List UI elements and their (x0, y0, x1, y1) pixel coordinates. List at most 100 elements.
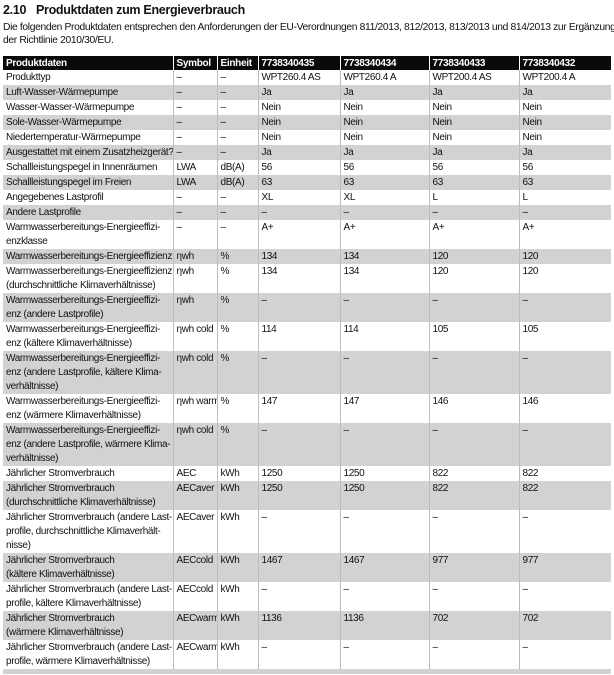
symbol-cell: AECcold (172, 582, 217, 611)
value-cell: 120 (518, 264, 611, 293)
value-cell: Nein (518, 100, 611, 115)
row-label-cell: Warmwasserbereitungs-Energieeffizi- enzk… (6, 222, 160, 247)
symbol-cell: ηwh (172, 249, 217, 264)
value-cell: A+ (339, 220, 429, 249)
value-cell: Ja (428, 85, 519, 100)
value-cell: – (428, 510, 519, 553)
value-cell: – (257, 293, 340, 322)
section-number: 2.10 (3, 3, 27, 17)
column-header-3: Einheit (216, 56, 258, 70)
row-label-cell: Warmwasserbereitungs-Energieeffizienz (3, 249, 173, 264)
value-cell: – (339, 582, 429, 611)
unit-cell: kWh (216, 481, 258, 510)
row-label-cell: Produkttyp (6, 72, 51, 83)
symbol-cell: ηwh (172, 264, 217, 293)
unit-cell: % (216, 293, 258, 322)
value-cell: Ja (518, 85, 611, 100)
row-label-cell: Schallleistungspegel im Freien (3, 175, 173, 190)
column-header-2: Symbol (172, 56, 217, 70)
value-cell: 822 (518, 481, 611, 510)
symbol-cell: LWA (172, 175, 217, 190)
value-cell: 114 (339, 322, 429, 351)
row-label-cell: Warmwasserbereitungs-Energieeffizi- enz … (3, 351, 173, 394)
value-cell: Nein (339, 115, 429, 130)
unit-cell: – (216, 130, 258, 145)
symbol-cell: – (172, 220, 217, 249)
symbol-cell: AECaver (172, 481, 217, 510)
table-row: Warmwasserbereitungs-Energieeffizi- enz … (3, 293, 611, 322)
row-label-cell: Jährlicher Stromverbrauch (6, 468, 115, 479)
table-row: Warmwasserbereitungs-Energieeffizienz ηwh… (3, 249, 611, 264)
value-cell: Nein (428, 115, 519, 130)
symbol-cell: ηwh (172, 293, 217, 322)
value-cell: – (257, 640, 340, 669)
value-cell: Nein (339, 130, 429, 145)
table-row: Warmwasserbereitungs-Energieeffizi- enzk… (3, 220, 611, 249)
value-cell: – (257, 423, 340, 466)
value-cell: 147 (257, 394, 340, 423)
value-cell: – (339, 510, 429, 553)
value-cell: – (339, 640, 429, 669)
symbol-cell: – (172, 115, 217, 130)
value-cell: L (428, 190, 519, 205)
row-label-cell: Jährlicher Stromverbrauch (andere Last- … (6, 512, 172, 551)
unit-cell: – (216, 115, 258, 130)
value-cell: 134 (339, 264, 429, 293)
table-row: Warmwasserbereitungs-Energieeffizi- enz … (3, 423, 611, 466)
value-cell: 146 (518, 394, 611, 423)
value-cell: Nein (257, 100, 340, 115)
value-cell: 1467 (339, 553, 429, 582)
intro-line-2: der Richtlinie 2010/30/EU. (3, 35, 114, 46)
product-data-table: Produktdaten Symbol Einheit 7738340435 77383… (3, 56, 611, 669)
table-row: Warmwasserbereitungs-Energieeffizienz (d… (3, 264, 611, 293)
value-cell: – (518, 293, 611, 322)
value-cell: WPT200.4 AS (428, 70, 519, 85)
value-cell: – (257, 351, 340, 394)
value-cell: 56 (518, 160, 611, 175)
row-label-cell: Warmwasserbereitungs-Energieeffizienz (d… (6, 266, 173, 291)
value-cell: 63 (518, 175, 611, 190)
value-cell: – (518, 351, 611, 394)
value-cell: Ja (428, 145, 519, 160)
value-cell: 977 (428, 553, 519, 582)
unit-cell: – (216, 85, 258, 100)
table-row: Wasser-Wasser-Wärmepumpe – – Nein Nein Nein Ne… (3, 100, 611, 115)
value-cell: – (257, 205, 340, 220)
value-cell: 134 (257, 249, 340, 264)
value-cell: 134 (339, 249, 429, 264)
table-row: Angegebenes Lastprofil – – XL XL L L (3, 190, 611, 205)
symbol-cell: – (172, 100, 217, 115)
row-label-cell: Niedertemperatur-Wärmepumpe (6, 132, 141, 143)
value-cell: 822 (518, 466, 611, 481)
value-cell: Ja (339, 85, 429, 100)
value-cell: Ja (518, 145, 611, 160)
table-row: Jährlicher Stromverbrauch AEC kWh 1250 1250 8… (3, 466, 611, 481)
section-heading: 2.10 Produktdaten zum Energieverbrauch (3, 3, 611, 17)
value-cell: – (518, 640, 611, 669)
unit-cell: – (216, 220, 258, 249)
value-cell: Nein (257, 115, 340, 130)
unit-cell: % (216, 351, 258, 394)
unit-cell: – (216, 205, 258, 220)
value-cell: – (428, 205, 519, 220)
table-row: Jährlicher Stromverbrauch (durchschnittl… (3, 481, 611, 510)
value-cell: – (339, 351, 429, 394)
value-cell: Nein (428, 100, 519, 115)
table-row: Jährlicher Stromverbrauch (wärmere Klima… (3, 611, 611, 640)
value-cell: Nein (339, 100, 429, 115)
value-cell: – (428, 582, 519, 611)
table-row: Ausgestattet mit einem Zusatzheizgerät? –… (3, 145, 611, 160)
table-row: Andere Lastprofile – – – – – – (3, 205, 611, 220)
value-cell: 105 (518, 322, 611, 351)
row-label-cell: Schallleistungspegel in Innenräumen (6, 162, 158, 173)
unit-cell: % (216, 394, 258, 423)
value-cell: A+ (518, 220, 611, 249)
value-cell: A+ (257, 220, 340, 249)
table-row: Warmwasserbereitungs-Energieeffizi- enz … (3, 351, 611, 394)
value-cell: – (257, 582, 340, 611)
value-cell: 134 (257, 264, 340, 293)
symbol-cell: AECcold (172, 553, 217, 582)
value-cell: 822 (428, 481, 519, 510)
row-label-cell: Angegebenes Lastprofil (6, 192, 104, 203)
column-header-7: 7738340432 (518, 56, 611, 70)
